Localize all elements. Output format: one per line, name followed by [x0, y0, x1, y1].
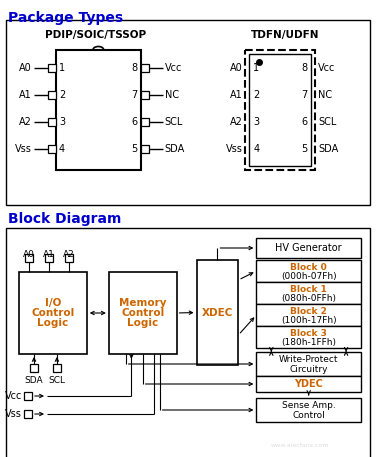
Text: XDEC: XDEC: [202, 308, 233, 318]
Text: A0: A0: [23, 250, 35, 259]
Bar: [249, 54, 311, 166]
Bar: [6, 228, 370, 457]
Bar: [24, 392, 32, 400]
Bar: [48, 64, 56, 72]
Bar: [141, 145, 149, 153]
Text: Package Types: Package Types: [8, 11, 123, 25]
Text: SDA: SDA: [318, 144, 338, 154]
Text: 4: 4: [59, 144, 65, 154]
Text: (180h-1FFh): (180h-1FFh): [281, 338, 336, 346]
Bar: [48, 91, 56, 99]
Text: A0: A0: [230, 63, 243, 73]
Bar: [48, 118, 56, 126]
Text: A2: A2: [63, 250, 75, 259]
Bar: [197, 260, 238, 365]
Text: A2: A2: [19, 117, 32, 127]
Text: NC: NC: [318, 90, 332, 100]
Bar: [141, 118, 149, 126]
Text: SDA: SDA: [25, 376, 43, 385]
Text: Vss: Vss: [15, 144, 32, 154]
Text: Control: Control: [292, 410, 325, 420]
Text: 4: 4: [253, 144, 259, 154]
Text: PDIP/SOIC/TSSOP: PDIP/SOIC/TSSOP: [45, 30, 146, 40]
Bar: [246, 50, 315, 170]
Text: SCL: SCL: [165, 117, 183, 127]
Text: Control: Control: [31, 308, 74, 318]
Text: Block 1: Block 1: [290, 285, 327, 293]
Bar: [141, 64, 149, 72]
Text: TDFN/UDFN: TDFN/UDFN: [251, 30, 320, 40]
Text: www.alecfans.com: www.alecfans.com: [271, 443, 329, 448]
Text: SCL: SCL: [318, 117, 337, 127]
Bar: [65, 254, 73, 262]
Text: HV Generator: HV Generator: [275, 243, 342, 253]
Text: Memory: Memory: [119, 298, 167, 308]
Bar: [53, 364, 61, 372]
Text: Vss: Vss: [226, 144, 243, 154]
Text: YDEC: YDEC: [294, 379, 323, 389]
Bar: [109, 272, 177, 354]
Text: 7: 7: [301, 90, 307, 100]
Bar: [256, 398, 361, 422]
Text: I/O: I/O: [45, 298, 61, 308]
Text: Block Diagram: Block Diagram: [8, 212, 121, 226]
Text: Block 3: Block 3: [290, 329, 327, 338]
Bar: [256, 352, 361, 376]
Text: (100h-17Fh): (100h-17Fh): [281, 315, 337, 324]
Text: 1: 1: [59, 63, 65, 73]
Text: Vcc: Vcc: [165, 63, 182, 73]
Text: Logic: Logic: [37, 318, 68, 328]
Text: SCL: SCL: [49, 376, 65, 385]
Bar: [30, 364, 38, 372]
Text: Sense Amp.: Sense Amp.: [282, 400, 335, 409]
Text: Logic: Logic: [127, 318, 158, 328]
Text: A1: A1: [19, 90, 32, 100]
Text: Write-Protect: Write-Protect: [279, 355, 338, 363]
Text: Vcc: Vcc: [5, 391, 22, 401]
Bar: [19, 272, 87, 354]
Text: A2: A2: [229, 117, 243, 127]
Text: 8: 8: [132, 63, 138, 73]
Bar: [256, 326, 361, 348]
Text: 1: 1: [253, 63, 259, 73]
Text: A1: A1: [230, 90, 243, 100]
Text: 6: 6: [301, 117, 307, 127]
Bar: [256, 376, 361, 392]
Bar: [6, 20, 370, 205]
Bar: [56, 50, 141, 170]
Bar: [256, 304, 361, 326]
Bar: [24, 410, 32, 418]
Text: 2: 2: [253, 90, 259, 100]
Text: 2: 2: [59, 90, 65, 100]
Text: A1: A1: [43, 250, 55, 259]
Text: Control: Control: [121, 308, 164, 318]
Text: NC: NC: [165, 90, 179, 100]
Text: Vcc: Vcc: [318, 63, 335, 73]
Text: 6: 6: [132, 117, 138, 127]
Text: Block 2: Block 2: [290, 307, 327, 315]
Text: (000h-07Fh): (000h-07Fh): [281, 271, 337, 281]
Text: 3: 3: [253, 117, 259, 127]
Text: Vss: Vss: [5, 409, 22, 419]
Bar: [256, 260, 361, 282]
Text: 5: 5: [132, 144, 138, 154]
Bar: [25, 254, 33, 262]
Text: Block 0: Block 0: [290, 262, 327, 271]
Bar: [256, 238, 361, 258]
Bar: [256, 282, 361, 304]
Text: 8: 8: [301, 63, 307, 73]
Text: 7: 7: [132, 90, 138, 100]
Bar: [45, 254, 53, 262]
Text: 5: 5: [301, 144, 307, 154]
Text: Circuitry: Circuitry: [290, 365, 328, 373]
Bar: [141, 91, 149, 99]
Text: A0: A0: [19, 63, 32, 73]
Text: SDA: SDA: [165, 144, 185, 154]
Bar: [48, 145, 56, 153]
Text: 3: 3: [59, 117, 65, 127]
Text: (080h-0FFh): (080h-0FFh): [281, 293, 336, 303]
